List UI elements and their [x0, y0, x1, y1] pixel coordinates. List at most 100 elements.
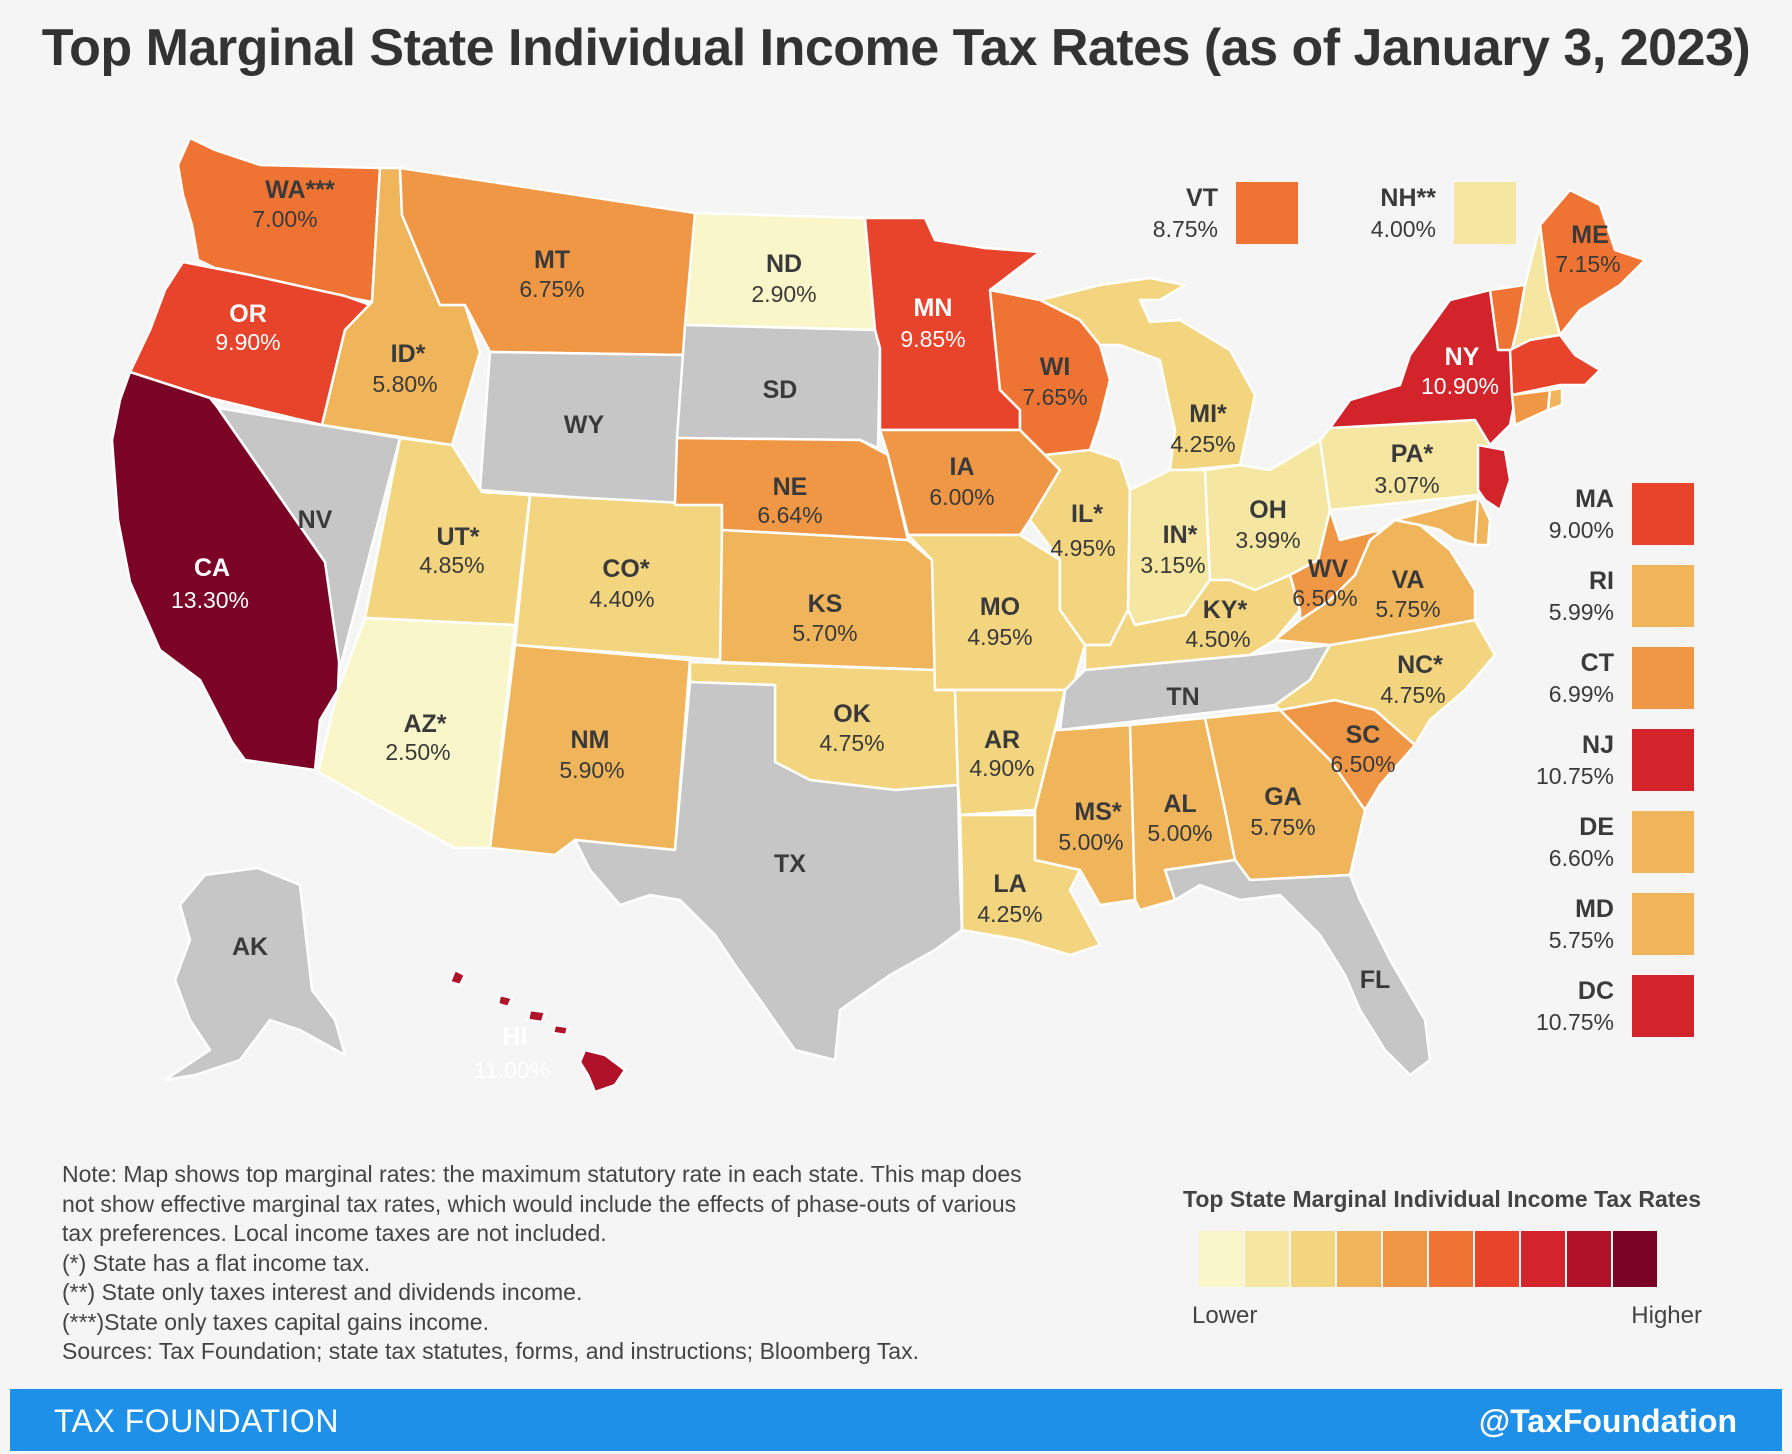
label-WI: WI [1040, 353, 1071, 381]
rate-MO: 4.95% [967, 624, 1032, 650]
label-IL: IL* [1071, 500, 1103, 528]
rate-NY: 10.90% [1421, 373, 1499, 399]
rate-ID: 5.80% [372, 371, 437, 397]
callout-CT: CT 6.99% [1524, 647, 1694, 713]
state-WV [1288, 508, 1397, 622]
legend-swatch [1613, 1231, 1657, 1287]
label-PA: PA* [1391, 440, 1434, 468]
callout-CT-label: CT [1580, 649, 1614, 677]
rate-MT: 6.75% [519, 276, 584, 302]
label-WA: WA*** [265, 176, 335, 204]
label-MO: MO [980, 593, 1020, 621]
rate-KY: 4.50% [1185, 626, 1250, 652]
rate-LA: 4.25% [977, 901, 1042, 927]
rate-OR: 9.90% [215, 329, 280, 355]
legend-swatch [1291, 1231, 1335, 1287]
callout-RI: RI 5.99% [1524, 565, 1694, 631]
rate-UT: 4.85% [419, 552, 484, 578]
state-TX [573, 680, 964, 1062]
legend-swatch [1383, 1231, 1427, 1287]
label-IA: IA [950, 453, 975, 481]
rate-MI: 4.25% [1170, 431, 1235, 457]
rate-AZ: 2.50% [385, 739, 450, 765]
rate-WA: 7.00% [252, 206, 317, 232]
label-CA: CA [194, 554, 230, 582]
rate-PA: 3.07% [1374, 472, 1439, 498]
color-legend: Top State Marginal Individual Income Tax… [1180, 1186, 1710, 1329]
callout-MA-rate: 9.00% [1548, 517, 1614, 543]
rate-NC: 4.75% [1380, 682, 1445, 708]
label-KS: KS [808, 590, 843, 618]
note-line: (*) State has a flat income tax. [62, 1249, 371, 1276]
footer-handle[interactable]: @TaxFoundation [1478, 1403, 1737, 1439]
state-MA [1508, 333, 1602, 397]
label-HI: HI [503, 1023, 528, 1051]
label-NC: NC* [1397, 651, 1443, 679]
callout-MD: MD 5.75% [1524, 893, 1694, 959]
callout-NJ-rate: 10.75% [1535, 763, 1614, 789]
callout-NH-swatch [1454, 182, 1516, 244]
rate-OH: 3.99% [1235, 527, 1300, 553]
callout-NJ: NJ 10.75% [1524, 729, 1694, 795]
note-line: Note: Map shows top marginal rates: the … [62, 1161, 1022, 1187]
callout-CT-rate: 6.99% [1548, 681, 1614, 707]
legend-swatch [1199, 1231, 1243, 1287]
note-line: (***)State only taxes capital gains inco… [62, 1308, 489, 1335]
callout-MA: MA 9.00% [1524, 483, 1694, 549]
state-NJ [1476, 443, 1512, 512]
rate-CO: 4.40% [589, 586, 654, 612]
rate-HI: 11.00% [474, 1057, 550, 1083]
callout-RI-rate: 5.99% [1548, 599, 1614, 625]
label-GA: GA [1264, 783, 1302, 811]
rate-CA: 13.30% [171, 587, 249, 613]
legend-high-label: Higher [1631, 1302, 1702, 1329]
label-AZ: AZ* [403, 710, 446, 738]
legend-swatch [1429, 1231, 1473, 1287]
label-MS: MS* [1074, 798, 1122, 826]
label-NE: NE [773, 473, 808, 501]
label-CO: CO* [602, 555, 650, 583]
state-MO [906, 533, 1087, 692]
legend-swatch [1245, 1231, 1289, 1287]
state-FL [1163, 858, 1432, 1077]
callout-MD-rate: 5.75% [1548, 927, 1614, 953]
label-WV: WV [1308, 555, 1349, 583]
label-LA: LA [993, 870, 1026, 898]
callout-DE-swatch [1632, 811, 1694, 873]
callout-MD-swatch [1632, 893, 1694, 955]
state-CT [1510, 388, 1552, 427]
state-RI [1546, 386, 1564, 412]
label-ME: ME [1571, 221, 1609, 249]
callout-DC-label: DC [1577, 977, 1614, 1005]
label-IN: IN* [1163, 521, 1198, 549]
rate-AL: 5.00% [1147, 820, 1212, 846]
label-OH: OH [1249, 496, 1287, 524]
rate-NE: 6.64% [757, 502, 822, 528]
rate-SC: 6.50% [1330, 751, 1395, 777]
label-NM: NM [571, 726, 610, 754]
label-SC: SC [1346, 721, 1381, 749]
rate-IA: 6.00% [929, 484, 994, 510]
rate-KS: 5.70% [792, 620, 857, 646]
label-AK: AK [232, 933, 268, 961]
callout-VT-swatch [1236, 182, 1298, 244]
label-KY: KY* [1203, 596, 1248, 624]
callout-DC-swatch [1632, 975, 1694, 1037]
rate-GA: 5.75% [1250, 814, 1315, 840]
callout-VT-rate: 8.75% [1152, 216, 1218, 242]
state-NY [1328, 288, 1517, 447]
label-FL: FL [1360, 966, 1391, 994]
state-MI [1038, 276, 1257, 472]
callout-VT: VT 8.75% [1128, 182, 1298, 248]
callout-NJ-swatch [1632, 729, 1694, 791]
legend-low-label: Lower [1192, 1302, 1258, 1329]
label-ND: ND [766, 250, 802, 278]
footer-bar: TAX FOUNDATION @TaxFoundation [10, 1389, 1782, 1451]
state-HI [448, 968, 627, 1094]
callout-DE-label: DE [1579, 813, 1614, 841]
callout-NJ-label: NJ [1582, 731, 1614, 759]
rate-WV: 6.50% [1292, 585, 1357, 611]
state-AK [163, 866, 347, 1082]
label-AL: AL [1163, 790, 1196, 818]
